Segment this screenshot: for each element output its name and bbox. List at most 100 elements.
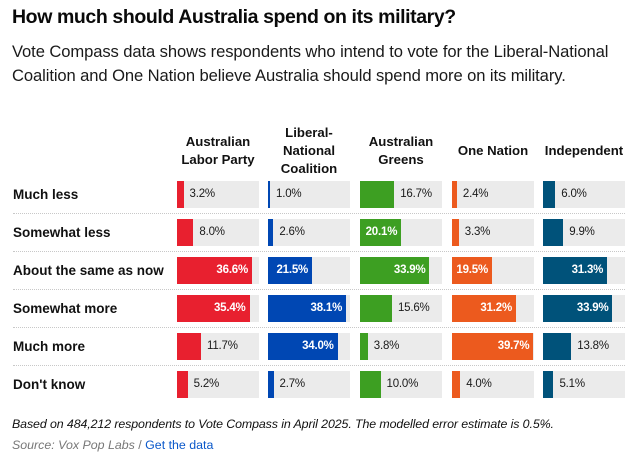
data-label: 33.9% [393, 264, 426, 276]
data-label: 3.3% [464, 226, 491, 238]
bar-track: 20.1% [360, 219, 442, 246]
row-divider [13, 289, 625, 290]
bar-track: 35.4% [177, 295, 259, 322]
data-label: 21.5% [276, 264, 309, 276]
bar-independent-somewhat-more [543, 295, 613, 322]
bar-australian-labor-party-don-t-know [177, 371, 188, 398]
bar-track: 3.8% [360, 333, 442, 360]
bar-track: 10.0% [360, 371, 442, 398]
data-label: 34.0% [302, 340, 334, 352]
row-divider [13, 327, 625, 328]
source-label: Source: Vox Pop Labs [12, 438, 135, 452]
column-header-label: Independent [544, 143, 624, 158]
data-label: 39.7% [497, 340, 530, 352]
column-header-label: Liberal-National Coalition [280, 125, 338, 176]
bar-one-nation-somewhat-less [452, 219, 459, 246]
data-label: 3.2% [189, 188, 216, 200]
bar-track: 34.0% [268, 333, 350, 360]
data-label: 31.2% [480, 302, 512, 314]
bar-track: 2.6% [268, 219, 350, 246]
bar-track: 21.5% [268, 257, 350, 284]
bar-independent-much-more [543, 333, 572, 360]
data-label: 33.9% [576, 302, 609, 314]
bar-australian-greens-much-less [360, 181, 395, 208]
data-label: 19.5% [456, 264, 488, 276]
bar-australian-labor-party-about-the-same-as-now [177, 257, 253, 284]
bar-australian-labor-party-much-more [177, 333, 201, 360]
data-label: 1.0% [276, 188, 302, 200]
data-label: 16.7% [400, 188, 432, 200]
bar-independent-about-the-same-as-now [543, 257, 608, 284]
bar-track: 36.6% [177, 257, 259, 284]
data-label: 9.9% [569, 226, 595, 238]
bar-track: 2.4% [452, 181, 534, 208]
bar-independent-don-t-know [543, 371, 554, 398]
data-label: 4.0% [466, 378, 492, 390]
data-label: 10.0% [386, 378, 419, 390]
data-label: 5.1% [559, 378, 585, 390]
bar-track: 33.9% [543, 295, 625, 322]
bar-australian-greens-somewhat-more [360, 295, 392, 322]
bar-track: 15.6% [360, 295, 442, 322]
bar-australian-labor-party-much-less [177, 181, 184, 208]
row-label-about-the-same-as-now: About the same as now [13, 263, 164, 278]
column-header-label: Australian Labor Party [181, 134, 255, 167]
data-label: 6.0% [561, 188, 587, 200]
bar-track: 1.0% [268, 181, 350, 208]
column-header-australian-greens: Australian Greens [355, 124, 447, 178]
bar-australian-greens-much-more [360, 333, 368, 360]
bar-track: 33.9% [360, 257, 442, 284]
bar-australian-greens-somewhat-less [360, 219, 402, 246]
bar-track: 38.1% [268, 295, 350, 322]
chart-subtitle: Vote Compass data shows respondents who … [12, 42, 609, 85]
data-label: 2.4% [462, 188, 489, 200]
row-label-much-less: Much less [13, 187, 79, 202]
bar-liberal-national-coalition-don-t-know [268, 371, 274, 398]
column-header-australian-labor-party: Australian Labor Party [172, 124, 264, 178]
data-label: 8.0% [199, 226, 225, 238]
bar-australian-greens-about-the-same-as-now [360, 257, 430, 284]
bar-track: 13.8% [543, 333, 625, 360]
data-label: 13.8% [577, 340, 609, 352]
get-the-data-link[interactable]: Get the data [145, 438, 214, 452]
bar-track: 19.5% [452, 257, 534, 284]
data-label: 38.1% [310, 302, 343, 314]
row-label-don-t-know: Don't know [13, 377, 86, 392]
bar-independent-somewhat-less [543, 219, 564, 246]
bar-liberal-national-coalition-somewhat-more [268, 295, 347, 322]
bar-track: 11.7% [177, 333, 259, 360]
bar-track: 2.7% [268, 371, 350, 398]
methodology-note: Based on 484,212 respondents to Vote Com… [12, 417, 554, 431]
bar-one-nation-somewhat-more [452, 295, 516, 322]
bar-track: 3.3% [452, 219, 534, 246]
row-divider [13, 213, 625, 214]
bar-liberal-national-coalition-about-the-same-as-now [268, 257, 313, 284]
data-label: 35.4% [213, 302, 246, 314]
bar-independent-much-less [543, 181, 556, 208]
data-label: 5.2% [193, 378, 220, 390]
bar-track: 31.2% [452, 295, 534, 322]
data-label: 36.6% [216, 264, 249, 276]
data-label: 11.7% [206, 340, 238, 352]
bar-one-nation-much-less [452, 181, 457, 208]
row-divider [13, 365, 625, 366]
chart-title: How much should Australia spend on its m… [12, 6, 456, 28]
bar-australian-labor-party-somewhat-more [177, 295, 250, 322]
row-label-somewhat-less: Somewhat less [13, 225, 111, 240]
data-label: 20.1% [365, 226, 398, 238]
bar-track: 39.7% [452, 333, 534, 360]
bar-track: 9.9% [543, 219, 625, 246]
column-header-independent: Independent [538, 124, 630, 178]
bar-australian-labor-party-somewhat-less [177, 219, 194, 246]
row-label-much-more: Much more [13, 339, 86, 354]
bar-liberal-national-coalition-much-less [268, 181, 271, 208]
source-line: Source: Vox Pop Labs / Get the data [12, 438, 213, 452]
bar-liberal-national-coalition-much-more [268, 333, 338, 360]
data-label: 3.8% [373, 340, 400, 352]
bar-liberal-national-coalition-somewhat-less [268, 219, 274, 246]
bar-track: 5.1% [543, 371, 625, 398]
bar-australian-greens-don-t-know [360, 371, 381, 398]
bar-one-nation-much-more [452, 333, 534, 360]
data-label: 2.7% [279, 378, 306, 390]
bar-track: 4.0% [452, 371, 534, 398]
